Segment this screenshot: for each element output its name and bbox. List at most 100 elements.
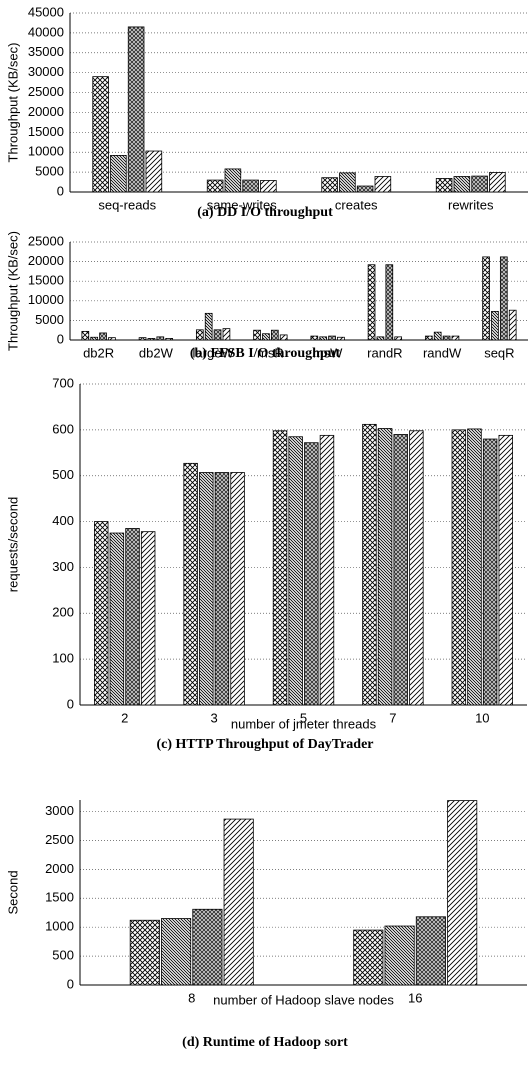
chart-title: (b) FFSB I/O throughput — [190, 346, 341, 361]
bar — [482, 438, 498, 706]
x-tick-label: 8 — [188, 990, 195, 1005]
bar — [145, 150, 163, 193]
bar — [362, 423, 377, 706]
bar — [424, 335, 433, 341]
bar — [471, 175, 488, 193]
bar — [415, 916, 446, 986]
bar — [442, 335, 451, 341]
bar — [498, 434, 513, 706]
x-axis-label: number of jmeter threads — [231, 716, 377, 731]
y-tick-label: 10000 — [28, 144, 64, 159]
bar — [393, 434, 408, 706]
bar — [161, 918, 192, 986]
bar — [222, 328, 231, 341]
bar — [94, 521, 109, 706]
bar — [138, 337, 147, 341]
y-tick-label: 35000 — [28, 44, 64, 59]
bar — [125, 528, 140, 706]
bar — [127, 26, 145, 193]
x-axis-label: number of Hadoop slave nodes — [213, 992, 394, 1007]
y-tick-label: 1000 — [45, 919, 74, 934]
bar — [253, 329, 261, 341]
bar — [453, 176, 471, 193]
y-tick-label: 25000 — [28, 84, 64, 99]
chart-title: (d) Runtime of Hadoop sort — [182, 1035, 348, 1050]
bar — [204, 312, 213, 341]
bar — [230, 472, 245, 706]
x-tick-label: db2R — [83, 345, 114, 360]
bar — [195, 329, 204, 341]
bar — [451, 429, 467, 706]
bar — [242, 179, 259, 193]
bar — [214, 472, 230, 706]
bar — [199, 472, 214, 706]
bar — [272, 430, 288, 706]
bar — [110, 155, 127, 193]
bar — [409, 430, 424, 706]
bar — [376, 336, 385, 341]
x-tick-label: randR — [367, 345, 402, 360]
y-tick-label: 5000 — [35, 312, 64, 327]
bar — [374, 176, 392, 193]
y-tick-label: 30000 — [28, 64, 64, 79]
y-tick-label: 25000 — [28, 233, 64, 248]
y-tick-label: 45000 — [28, 4, 64, 19]
y-axis-label: Throughput (KB/sec) — [5, 231, 20, 351]
y-tick-label: 0 — [57, 183, 64, 198]
bar — [206, 179, 224, 193]
y-tick-label: 40000 — [28, 24, 64, 39]
x-tick-label: 5 — [300, 710, 307, 725]
bar — [508, 309, 517, 341]
y-tick-label: 2000 — [45, 861, 74, 876]
y-tick-label: 10000 — [28, 292, 64, 307]
bar — [353, 929, 384, 986]
x-tick-label: seq-reads — [98, 197, 156, 212]
x-tick-label: randW — [423, 345, 462, 360]
x-tick-label: creates — [335, 197, 378, 212]
y-tick-label: 15000 — [28, 273, 64, 288]
bar — [224, 168, 242, 193]
x-tick-label: 7 — [389, 710, 396, 725]
bar — [90, 336, 99, 341]
y-tick-label: 500 — [52, 467, 74, 482]
bar — [337, 336, 345, 341]
x-tick-label: 3 — [210, 710, 217, 725]
bar — [489, 172, 506, 193]
y-tick-label: 5000 — [35, 164, 64, 179]
bar — [270, 329, 279, 341]
y-tick-label: 0 — [67, 696, 74, 711]
x-tick-label: db2W — [139, 345, 174, 360]
y-axis-label: Second — [5, 870, 20, 914]
x-tick-label: 2 — [121, 710, 128, 725]
x-tick-label: msW — [313, 345, 343, 360]
bar — [310, 335, 319, 341]
y-axis-label: Throughput (KB/sec) — [5, 43, 20, 163]
chart-title: (a) DD I/O throughput — [197, 205, 333, 220]
bar — [213, 329, 222, 341]
bar — [223, 818, 254, 986]
y-tick-label: 400 — [52, 513, 74, 528]
bar — [260, 180, 277, 193]
x-tick-label: same-writes — [207, 197, 278, 212]
bar — [140, 531, 156, 706]
y-tick-label: 0 — [57, 331, 64, 346]
x-tick-label: 16 — [408, 990, 422, 1005]
y-tick-label: 700 — [52, 375, 74, 390]
bar — [499, 256, 508, 341]
y-tick-label: 100 — [52, 651, 74, 666]
x-tick-label: msR — [257, 345, 284, 360]
bar — [447, 800, 478, 986]
x-tick-label: 10 — [475, 710, 489, 725]
bar — [99, 332, 107, 341]
bar — [451, 335, 460, 341]
bar — [339, 172, 356, 193]
bar — [377, 428, 393, 706]
bar — [491, 310, 499, 341]
bar — [147, 338, 156, 341]
y-tick-label: 2500 — [45, 832, 74, 847]
bar — [482, 256, 490, 341]
y-tick-label: 15000 — [28, 124, 64, 139]
bar — [165, 338, 174, 341]
bar — [367, 264, 376, 341]
